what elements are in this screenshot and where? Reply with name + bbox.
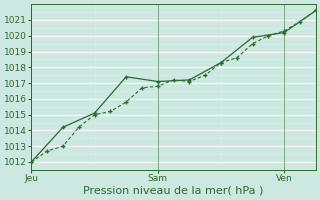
X-axis label: Pression niveau de la mer( hPa ): Pression niveau de la mer( hPa ) bbox=[84, 186, 264, 196]
